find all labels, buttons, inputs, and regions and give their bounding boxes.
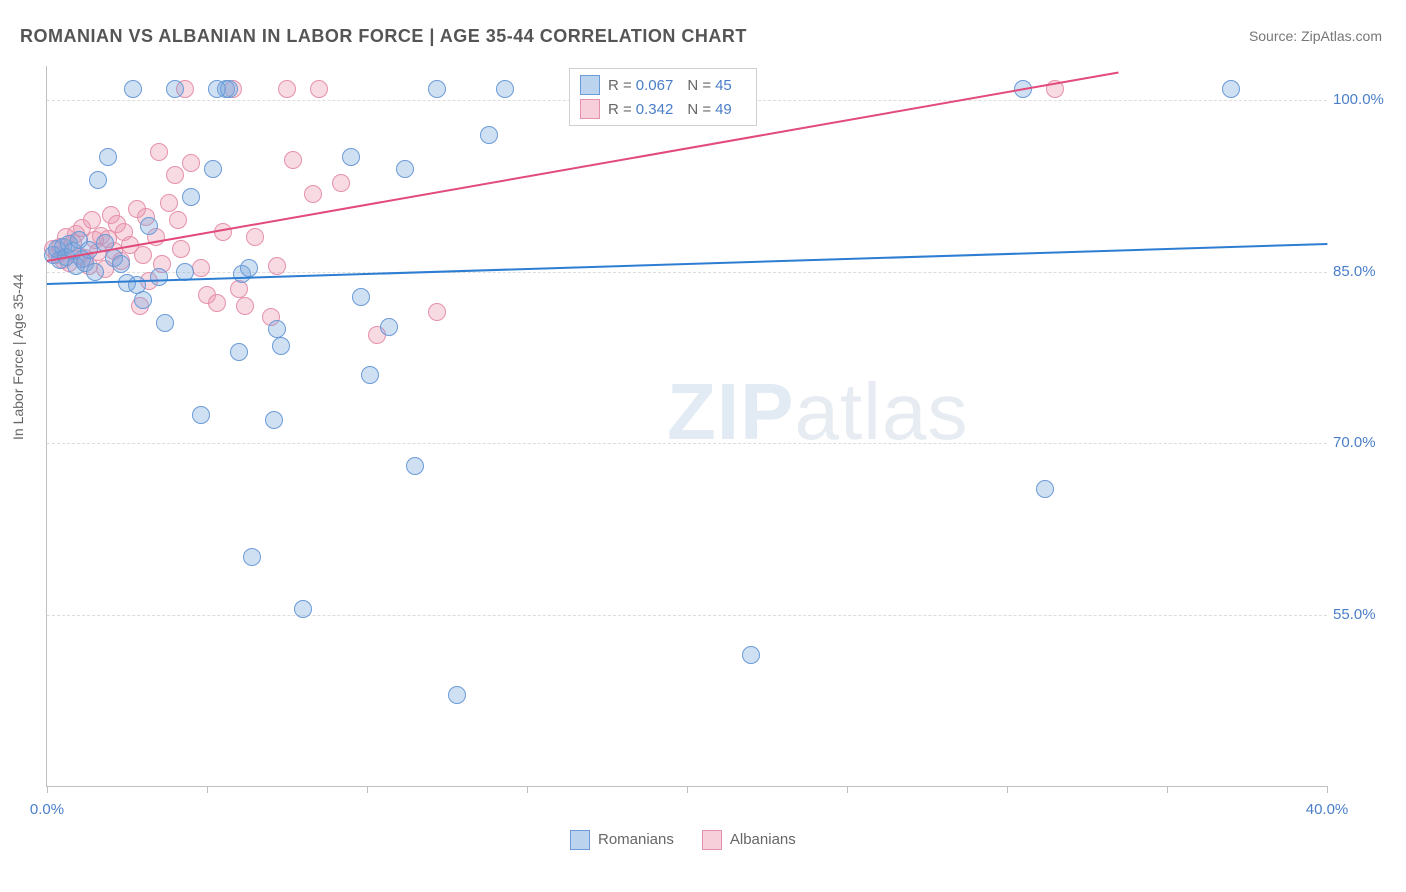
legend-stats: R =0.067 N =45 R =0.342 N =49 — [569, 68, 757, 126]
plot-area: ZIPatlas 55.0%70.0%85.0%100.0%0.0%40.0%R… — [46, 66, 1327, 787]
scatter-point — [428, 303, 446, 321]
scatter-point — [1036, 480, 1054, 498]
source-label: Source: — [1249, 28, 1301, 44]
legend-item: Romanians — [570, 830, 674, 850]
legend-swatch — [570, 830, 590, 850]
scatter-point — [361, 366, 379, 384]
scatter-point — [99, 148, 117, 166]
legend-row: R =0.342 N =49 — [580, 97, 746, 121]
scatter-point — [396, 160, 414, 178]
y-tick-label: 70.0% — [1333, 434, 1389, 451]
scatter-point — [156, 314, 174, 332]
legend-swatch — [702, 830, 722, 850]
scatter-point — [86, 263, 104, 281]
watermark: ZIPatlas — [667, 366, 968, 458]
scatter-point — [83, 211, 101, 229]
scatter-point — [150, 143, 168, 161]
scatter-point — [240, 259, 258, 277]
x-tick — [527, 786, 528, 793]
scatter-point — [112, 255, 130, 273]
legend-bottom: Romanians Albanians — [570, 830, 796, 850]
legend-n-label: N = — [687, 77, 711, 94]
scatter-point — [268, 320, 286, 338]
y-tick-label: 100.0% — [1333, 91, 1389, 108]
scatter-point — [294, 600, 312, 618]
scatter-point — [332, 174, 350, 192]
trend-line — [47, 243, 1327, 285]
scatter-point — [428, 80, 446, 98]
legend-n-value: 45 — [715, 77, 732, 94]
scatter-point — [1222, 80, 1240, 98]
scatter-point — [284, 151, 302, 169]
legend-r-value: 0.342 — [636, 101, 674, 118]
chart-title: ROMANIAN VS ALBANIAN IN LABOR FORCE | AG… — [20, 26, 747, 47]
legend-swatch — [580, 75, 600, 95]
scatter-point — [448, 686, 466, 704]
x-tick — [847, 786, 848, 793]
scatter-point — [166, 166, 184, 184]
source-credit: Source: ZipAtlas.com — [1249, 28, 1382, 44]
legend-item: Albanians — [702, 830, 796, 850]
scatter-point — [169, 211, 187, 229]
scatter-point — [496, 80, 514, 98]
scatter-point — [246, 228, 264, 246]
legend-label: Romanians — [598, 831, 674, 848]
scatter-point — [208, 294, 226, 312]
scatter-point — [124, 80, 142, 98]
scatter-point — [243, 548, 261, 566]
scatter-point — [342, 148, 360, 166]
legend-r-value: 0.067 — [636, 77, 674, 94]
scatter-point — [150, 268, 168, 286]
scatter-point — [160, 194, 178, 212]
gridline — [47, 615, 1327, 616]
legend-row: R =0.067 N =45 — [580, 73, 746, 97]
legend-swatch — [580, 99, 600, 119]
legend-r-label: R = — [608, 101, 632, 118]
x-tick — [1007, 786, 1008, 793]
scatter-point — [204, 160, 222, 178]
legend-n-value: 49 — [715, 101, 732, 118]
scatter-point — [192, 406, 210, 424]
x-tick — [687, 786, 688, 793]
x-tick-label: 0.0% — [30, 801, 64, 818]
scatter-point — [278, 80, 296, 98]
x-tick — [47, 786, 48, 793]
scatter-point — [406, 457, 424, 475]
scatter-point — [220, 80, 238, 98]
y-axis-label: In Labor Force | Age 35-44 — [10, 274, 26, 440]
scatter-point — [182, 154, 200, 172]
scatter-point — [134, 246, 152, 264]
x-tick-label: 40.0% — [1306, 801, 1349, 818]
source-name: ZipAtlas.com — [1301, 28, 1382, 44]
x-tick — [1167, 786, 1168, 793]
scatter-point — [182, 188, 200, 206]
x-tick — [367, 786, 368, 793]
scatter-point — [480, 126, 498, 144]
gridline — [47, 443, 1327, 444]
scatter-point — [236, 297, 254, 315]
scatter-point — [272, 337, 290, 355]
scatter-point — [304, 185, 322, 203]
scatter-point — [265, 411, 283, 429]
x-tick — [207, 786, 208, 793]
scatter-point — [230, 343, 248, 361]
scatter-point — [742, 646, 760, 664]
scatter-point — [166, 80, 184, 98]
x-tick — [1327, 786, 1328, 793]
legend-label: Albanians — [730, 831, 796, 848]
scatter-point — [140, 217, 158, 235]
legend-r-label: R = — [608, 77, 632, 94]
scatter-point — [268, 257, 286, 275]
y-tick-label: 85.0% — [1333, 263, 1389, 280]
scatter-point — [134, 291, 152, 309]
scatter-point — [310, 80, 328, 98]
legend-n-label: N = — [687, 101, 711, 118]
scatter-point — [192, 259, 210, 277]
scatter-point — [89, 171, 107, 189]
scatter-point — [352, 288, 370, 306]
y-tick-label: 55.0% — [1333, 606, 1389, 623]
scatter-point — [380, 318, 398, 336]
scatter-point — [172, 240, 190, 258]
